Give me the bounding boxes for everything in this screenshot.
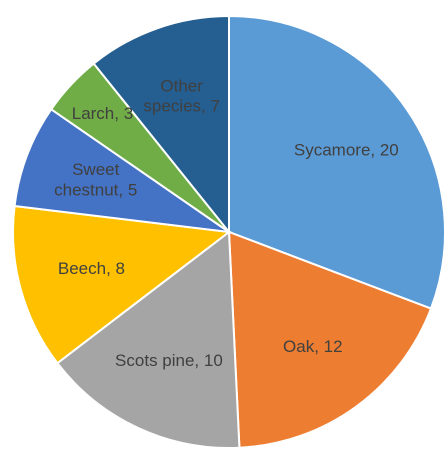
data-label: Oak, 12 — [283, 337, 343, 356]
data-label-line: Other — [160, 77, 203, 96]
data-label-line: Sweet — [72, 161, 120, 180]
data-label-line: species, 7 — [143, 97, 220, 116]
pie-slice — [12, 204, 232, 365]
data-label-line: chestnut, 5 — [54, 181, 137, 200]
data-label: Scots pine, 10 — [115, 351, 223, 370]
data-label: Sycamore, 20 — [294, 141, 399, 160]
data-label: Other species, 7 — [143, 77, 220, 116]
pie-slice — [13, 107, 230, 233]
data-label: Beech, 8 — [58, 259, 125, 278]
pie-slice — [228, 14, 446, 310]
data-label: Larch, 3 — [72, 104, 133, 123]
pie-slice — [55, 230, 241, 449]
data-label: Sweet chestnut, 5 — [54, 161, 137, 200]
pie-slice — [227, 230, 433, 449]
pie-slice — [92, 14, 230, 235]
